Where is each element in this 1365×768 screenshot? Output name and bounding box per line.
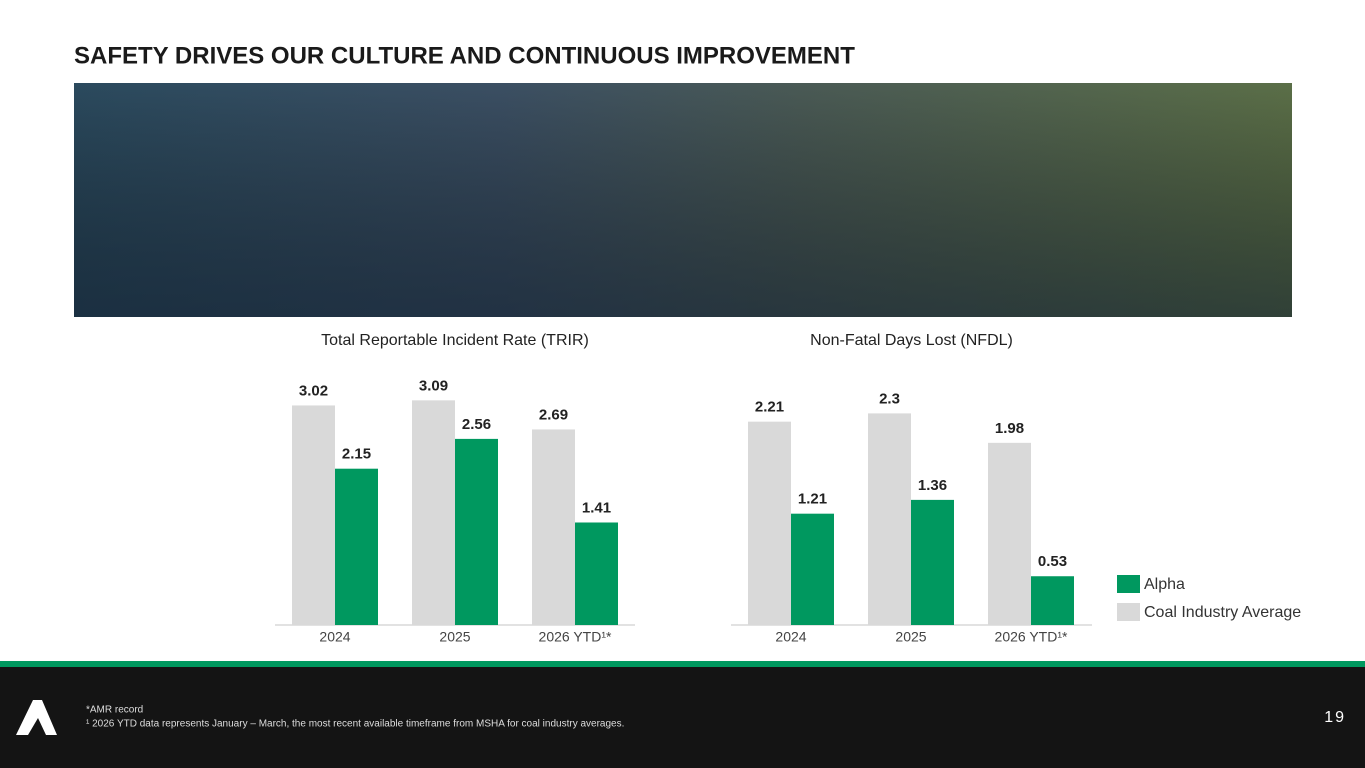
x-tick-label: 2025 (439, 629, 470, 645)
footer (0, 667, 1365, 768)
value-label: 1.36 (918, 477, 947, 494)
bar (988, 442, 1031, 625)
bar (455, 438, 498, 625)
value-label: 1.41 (582, 499, 611, 516)
chart-title: Non-Fatal Days Lost (NFDL) (810, 332, 1013, 349)
value-label: 2.3 (879, 390, 900, 407)
bar (748, 421, 791, 625)
x-tick-label: 2024 (319, 629, 350, 645)
bar (791, 513, 834, 625)
logo (16, 700, 57, 735)
footnote: *AMR record (86, 705, 143, 716)
chart-title: Total Reportable Incident Rate (TRIR) (321, 332, 589, 349)
legend-label: Alpha (1144, 576, 1185, 593)
legend-swatch (1117, 603, 1140, 621)
value-label: 2.56 (462, 416, 491, 433)
value-label: 2.21 (755, 399, 784, 416)
x-tick-label: 2026 YTD¹* (995, 629, 1068, 645)
bar (1031, 576, 1074, 625)
slide-title: SAFETY DRIVES OUR CULTURE AND CONTINUOUS… (74, 42, 855, 69)
bar (868, 413, 911, 625)
x-tick-label: 2024 (775, 629, 806, 645)
value-label: 3.02 (299, 382, 328, 399)
page-number: 19 (1324, 709, 1346, 726)
divider (0, 661, 1365, 667)
value-label: 0.53 (1038, 553, 1067, 570)
value-label: 2.69 (539, 406, 568, 423)
value-label: 1.98 (995, 420, 1024, 437)
value-label: 2.15 (342, 446, 371, 463)
bar (575, 522, 618, 625)
value-label: 1.21 (798, 491, 827, 508)
legend-label: Coal Industry Average (1144, 604, 1301, 621)
x-tick-label: 2026 YTD¹* (539, 629, 612, 645)
bar (412, 400, 455, 625)
photo (74, 83, 1292, 317)
bar (335, 468, 378, 625)
bar (911, 499, 954, 625)
x-tick-label: 2025 (895, 629, 926, 645)
bar (532, 429, 575, 625)
bar (292, 405, 335, 625)
value-label: 3.09 (419, 377, 448, 394)
legend-swatch (1117, 575, 1140, 593)
footnote: ¹ 2026 YTD data represents January – Mar… (86, 719, 624, 730)
